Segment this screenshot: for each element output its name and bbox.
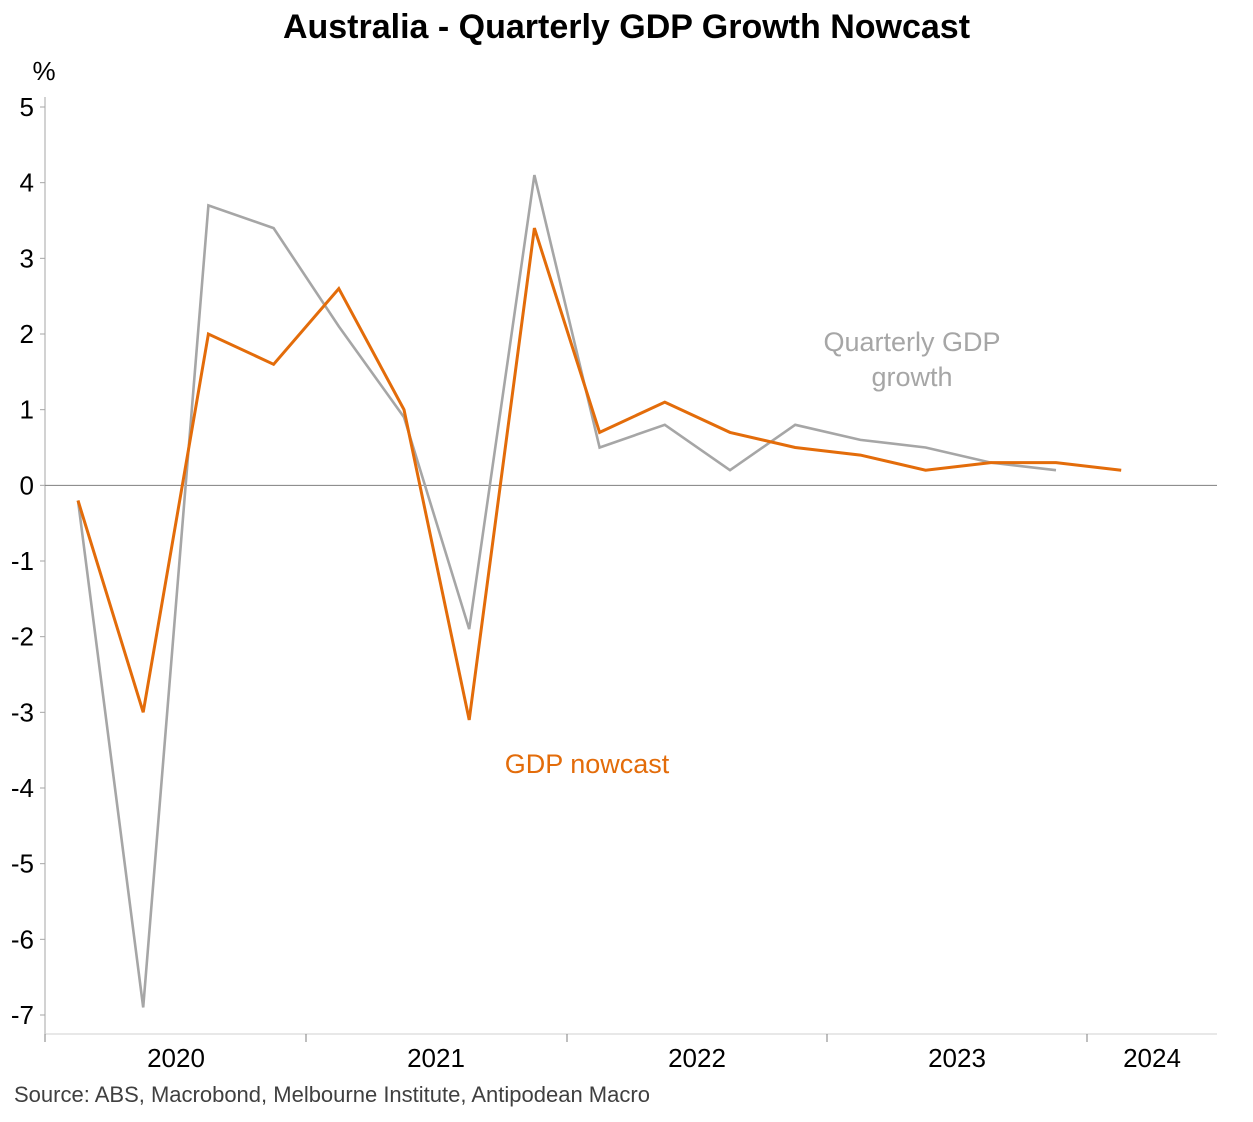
x-tick-label: 2023 [928,1043,986,1073]
y-tick-label: -4 [11,773,34,803]
y-axis-unit-label: % [32,56,55,86]
x-axis-ticks: 2020 2021 2022 2023 2024 [44,1034,1181,1073]
y-axis-ticks: 5 4 3 2 1 0 -1 -2 -3 -4 -5 -6 -7 [11,92,45,1030]
nowcast-annotation: GDP nowcast [505,749,670,779]
y-tick-label: 4 [20,168,34,198]
chart-title: Australia - Quarterly GDP Growth Nowcast [282,8,971,46]
gdp-growth-annotation-line2: growth [871,362,952,392]
y-tick-label: 3 [20,243,34,273]
series-lines [76,174,1122,1008]
y-tick-label: -7 [11,1000,34,1030]
gdp-nowcast-line [76,227,1122,721]
axes [44,97,1217,1035]
y-tick-label: 5 [20,92,34,122]
y-tick-label: -2 [11,622,34,652]
y-tick-label: -5 [11,849,34,879]
y-tick-label: -3 [11,697,34,727]
x-tick-label: 2022 [668,1043,726,1073]
x-tick-label: 2024 [1123,1043,1181,1073]
y-tick-label: 2 [20,319,34,349]
gdp-growth-annotation-line1: Quarterly GDP [823,327,1000,357]
x-tick-label: 2020 [147,1043,205,1073]
y-tick-label: -6 [11,924,34,954]
y-tick-label: -1 [11,546,34,576]
y-tick-label: 0 [20,470,34,500]
source-note: Source: ABS, Macrobond, Melbourne Instit… [14,1082,650,1107]
y-tick-label: 1 [20,395,34,425]
x-tick-label: 2021 [407,1043,465,1073]
gdp-growth-line [76,174,1057,1008]
